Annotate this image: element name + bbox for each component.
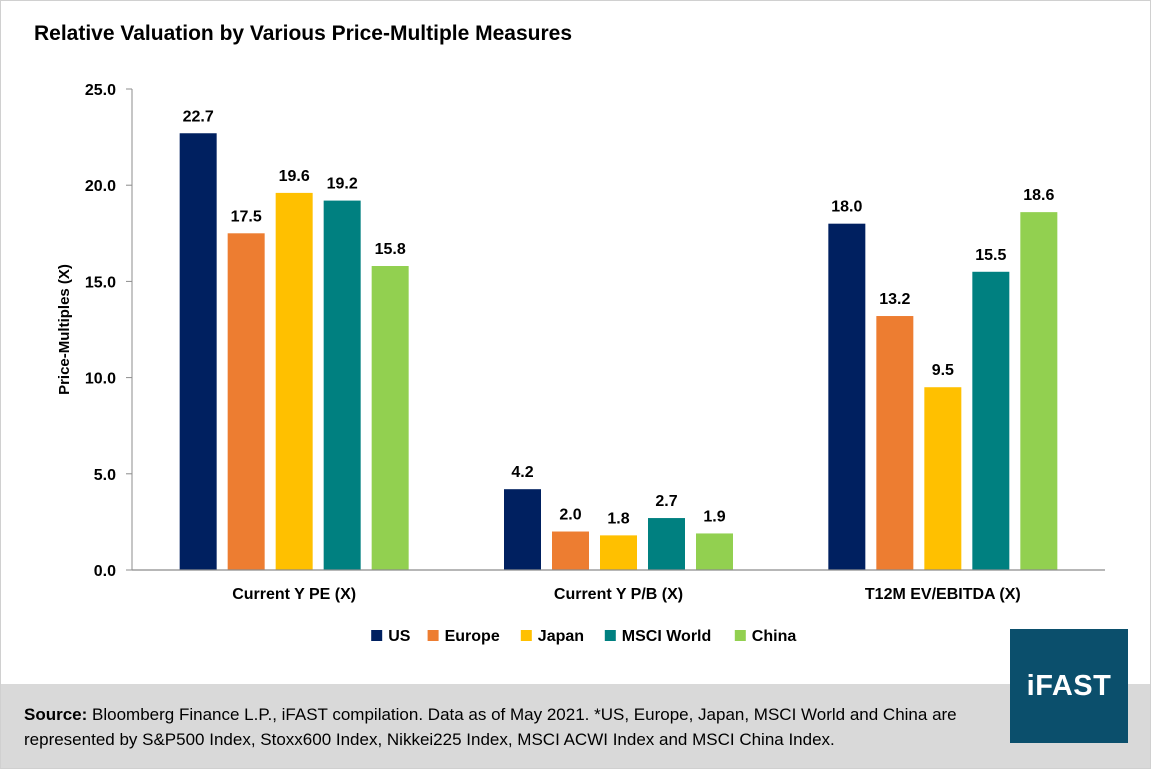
y-tick-label: 10.0 — [85, 371, 116, 388]
y-tick-label: 20.0 — [85, 178, 116, 195]
source-box — [1, 684, 1150, 768]
data-label: 19.2 — [327, 176, 358, 193]
bar-us — [504, 489, 541, 570]
bar-china — [1020, 212, 1058, 571]
bar-msci-world — [972, 271, 1010, 570]
bar-msci-world — [323, 200, 361, 571]
data-label: 18.0 — [831, 199, 862, 216]
bar-china — [696, 533, 733, 570]
data-label: 1.9 — [703, 508, 725, 525]
y-tick-label: 15.0 — [85, 274, 116, 291]
legend-label: Japan — [538, 628, 584, 645]
legend-label: China — [752, 628, 797, 645]
legend-swatch — [734, 630, 746, 641]
legend-label: MSCI World — [622, 628, 711, 645]
data-label: 2.7 — [655, 493, 677, 510]
x-category-label: T12M EV/EBITDA (X) — [865, 586, 1021, 603]
data-label: 4.2 — [511, 464, 533, 481]
data-label: 13.2 — [879, 291, 910, 308]
data-label: 9.5 — [932, 362, 954, 379]
bar-china — [371, 266, 409, 570]
data-label: 1.8 — [607, 510, 629, 527]
bar-europe — [876, 316, 914, 570]
bar-japan — [924, 387, 962, 570]
source-label: Source: — [24, 705, 88, 724]
legend-swatch — [604, 630, 616, 641]
data-label: 19.6 — [279, 168, 310, 185]
bar-us — [179, 133, 217, 570]
data-label: 22.7 — [183, 108, 214, 125]
legend-swatch — [520, 630, 532, 641]
source-text: Bloomberg Finance L.P., iFAST compilatio… — [24, 705, 957, 749]
legend-label: US — [388, 628, 411, 645]
bar-europe — [227, 233, 265, 571]
legend-swatch — [371, 630, 383, 641]
ifast-logo: iFAST — [1010, 629, 1128, 743]
data-label: 2.0 — [559, 507, 581, 524]
legend-label: Europe — [445, 628, 500, 645]
data-label: 18.6 — [1023, 187, 1054, 204]
data-label: 15.8 — [375, 241, 406, 258]
x-category-label: Current Y P/B (X) — [554, 586, 683, 603]
x-category-label: Current Y PE (X) — [232, 586, 356, 603]
y-tick-label: 0.0 — [94, 563, 116, 580]
y-tick-label: 5.0 — [94, 467, 116, 484]
data-label: 17.5 — [231, 208, 262, 225]
bar-us — [828, 223, 866, 570]
chart-title: Relative Valuation by Various Price-Mult… — [34, 22, 573, 45]
y-tick-label: 25.0 — [85, 82, 116, 99]
bar-europe — [552, 531, 589, 570]
y-axis-title: Price-Multiples (X) — [56, 264, 73, 395]
bar-japan — [275, 192, 313, 570]
bar-japan — [600, 535, 637, 570]
legend-swatch — [427, 630, 439, 641]
bar-msci-world — [648, 518, 685, 570]
data-label: 15.5 — [975, 247, 1006, 264]
source-note: Source: Bloomberg Finance L.P., iFAST co… — [24, 702, 1014, 752]
